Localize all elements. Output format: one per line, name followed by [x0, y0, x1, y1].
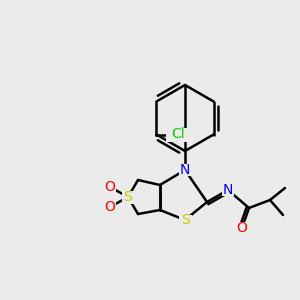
FancyBboxPatch shape [222, 184, 234, 196]
Text: O: O [237, 221, 248, 235]
FancyBboxPatch shape [178, 214, 191, 227]
Text: S: S [181, 213, 189, 227]
FancyBboxPatch shape [179, 164, 191, 176]
Text: O: O [105, 180, 116, 194]
FancyBboxPatch shape [167, 128, 188, 142]
Text: N: N [180, 163, 190, 177]
Text: Cl: Cl [172, 128, 185, 142]
FancyBboxPatch shape [122, 190, 134, 203]
Text: N: N [223, 183, 233, 197]
Text: O: O [105, 200, 116, 214]
FancyBboxPatch shape [104, 201, 116, 213]
FancyBboxPatch shape [104, 181, 116, 193]
FancyBboxPatch shape [236, 222, 248, 234]
Text: S: S [124, 190, 132, 204]
